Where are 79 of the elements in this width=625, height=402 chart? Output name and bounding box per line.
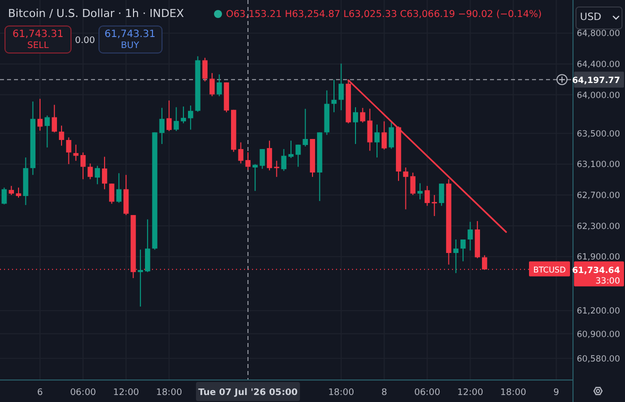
- x-tick-label: 06:00: [414, 388, 440, 398]
- ref-line-label: Tue 07 Jul '26 05:00: [198, 388, 298, 398]
- x-tick-label: 18:00: [156, 388, 182, 398]
- candlestick: [266, 140, 272, 171]
- candlestick: [144, 218, 150, 273]
- candlestick: [216, 74, 222, 97]
- candlestick: [260, 148, 265, 170]
- x-tick-label: 9: [553, 388, 560, 398]
- text: Bitcoin / U.S. Dollar · 1h · INDEX: [8, 7, 184, 20]
- candlestick: [438, 183, 444, 206]
- candlestick: [388, 120, 394, 150]
- candlestick: [109, 183, 114, 204]
- y-tick-label: 64,000.00: [576, 90, 620, 101]
- annotation: 61,743.31: [104, 29, 156, 40]
- x-tick-label: 6: [37, 388, 44, 398]
- candlestick: [116, 172, 122, 204]
- annotation: O63,153.21 H63,254.87 L63,025.33 C63,066.19 −90.02 (−0.14%): [226, 9, 542, 20]
- annotation: 61,743.31: [12, 29, 64, 40]
- candlestick: [245, 152, 251, 170]
- x-tick-label: 06:00: [70, 388, 96, 398]
- annotation: BTCUSD: [533, 265, 566, 274]
- candlestick: [52, 104, 57, 133]
- candlestick: [338, 63, 344, 111]
- candlestick: [403, 166, 408, 210]
- x-tick-label: 12:00: [113, 388, 140, 398]
- annotation: SELL: [27, 41, 49, 51]
- annotation: 0.00: [74, 36, 96, 46]
- candlestick: [374, 124, 380, 158]
- annotation: BUY: [120, 41, 140, 51]
- candlestick: [352, 106, 358, 144]
- ref-line-label: 64,197.77: [572, 76, 620, 86]
- candlestick: [188, 105, 194, 130]
- y-tick-label: 62,700.00: [576, 191, 620, 202]
- x-tick-label: 18:00: [328, 388, 354, 398]
- y-tick-label: 62,300.00: [576, 222, 620, 232]
- candlestick: [174, 106, 179, 132]
- candlestick: [281, 148, 286, 172]
- candlestick: [382, 120, 387, 150]
- candlestick: [202, 57, 208, 82]
- x-tick-label: 8: [381, 388, 388, 398]
- candlestick: [424, 185, 430, 206]
- candlestick: [138, 249, 144, 308]
- candlestick: [238, 142, 244, 164]
- candlestick: [44, 115, 50, 148]
- y-tick-label: 61,200.00: [576, 306, 620, 317]
- candlestick: [367, 108, 372, 152]
- candlestick: [102, 156, 108, 190]
- candlestick: [432, 194, 437, 217]
- candlestick: [460, 238, 466, 262]
- candlestick: [8, 185, 14, 196]
- candlestick: [2, 187, 7, 205]
- candlestick: [66, 136, 72, 165]
- y-tick-label: 64,400.00: [576, 60, 620, 70]
- candlestick: [360, 107, 366, 124]
- candlestick: [58, 125, 64, 146]
- candlestick: [166, 100, 172, 132]
- candlestick: [73, 144, 78, 162]
- candlestick: [94, 165, 100, 185]
- y-tick-label: 60,580.00: [576, 354, 620, 364]
- candlestick: [210, 72, 215, 97]
- candlestick: [331, 79, 337, 113]
- text: 33:00: [596, 276, 620, 286]
- x-tick-label: 12:00: [457, 388, 484, 398]
- x-tick-label: 18:00: [500, 388, 526, 398]
- text: USD: [580, 12, 602, 23]
- candlestick: [180, 106, 186, 124]
- candlestick: [37, 98, 43, 132]
- y-tick-label: 64,800.00: [576, 29, 620, 40]
- y-tick-label: 60,900.00: [576, 330, 620, 340]
- candlestick: [80, 152, 86, 180]
- y-tick-label: 63,500.00: [576, 129, 620, 140]
- candlestick: [410, 172, 416, 196]
- candlestick: [88, 162, 93, 180]
- candlestick: [159, 107, 165, 144]
- candlestick: [288, 140, 294, 159]
- y-tick-label: 63,100.00: [576, 160, 620, 170]
- y-tick-label: 61,900.00: [576, 252, 620, 263]
- candlestick: [453, 238, 458, 274]
- candlestick: [468, 221, 473, 252]
